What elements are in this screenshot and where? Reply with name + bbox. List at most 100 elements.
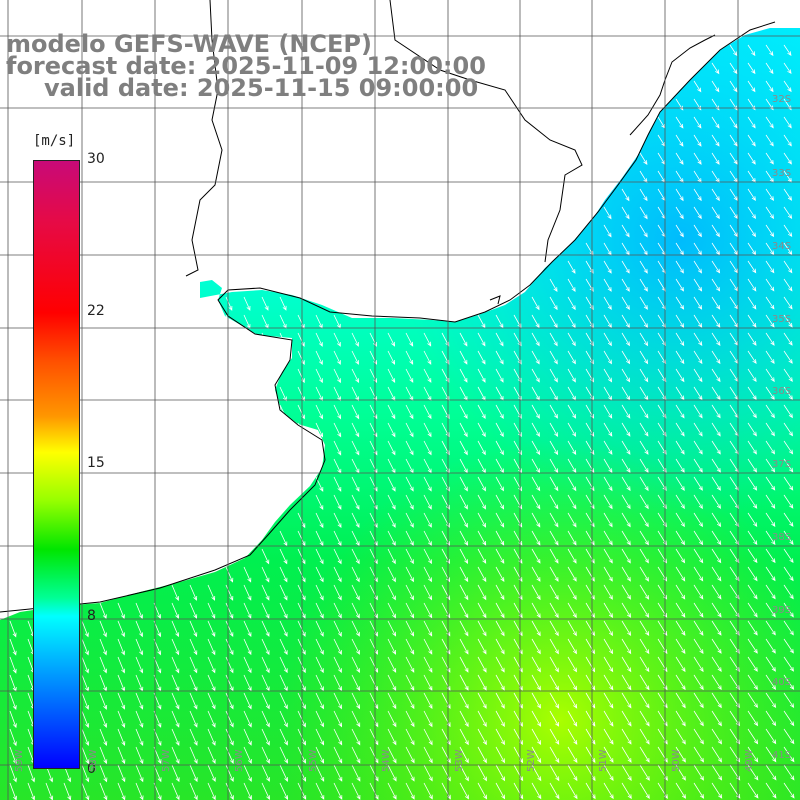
wind-arrow bbox=[225, 566, 234, 583]
lon-label: 59W bbox=[14, 749, 25, 772]
wind-arrow bbox=[81, 764, 90, 783]
wind-arrow bbox=[675, 512, 685, 528]
wind-arrow bbox=[693, 746, 705, 763]
wind-arrow bbox=[747, 422, 757, 437]
wind-arrow bbox=[333, 692, 342, 710]
wind-arrow bbox=[279, 728, 288, 746]
wind-arrow bbox=[531, 620, 541, 637]
wind-arrow bbox=[621, 782, 632, 800]
wind-arrow bbox=[711, 548, 722, 564]
wind-arrow bbox=[261, 620, 270, 637]
wind-arrow bbox=[531, 602, 541, 619]
wind-arrow bbox=[477, 350, 486, 365]
wind-arrow bbox=[603, 350, 612, 365]
wind-arrow bbox=[495, 764, 506, 782]
wind-arrow bbox=[675, 476, 685, 491]
colorbar-tick-8: 8 bbox=[87, 608, 96, 624]
wind-arrow bbox=[387, 764, 397, 782]
wind-arrow bbox=[765, 332, 775, 346]
wind-arrow bbox=[261, 746, 270, 764]
wind-arrow bbox=[459, 530, 469, 546]
wind-arrow bbox=[243, 638, 252, 656]
wind-arrow bbox=[765, 134, 774, 147]
wind-arrow bbox=[459, 602, 469, 619]
wind-arrow bbox=[639, 440, 649, 455]
wind-arrow bbox=[783, 440, 794, 455]
wind-arrow bbox=[693, 584, 704, 600]
wind-arrow bbox=[297, 584, 306, 601]
wind-arrow bbox=[315, 494, 324, 511]
wind-arrow bbox=[261, 296, 269, 311]
wind-arrow bbox=[333, 620, 342, 637]
wind-arrow bbox=[675, 134, 684, 147]
wind-arrow bbox=[423, 422, 432, 438]
wind-arrow bbox=[531, 692, 541, 709]
wind-arrow bbox=[711, 386, 721, 401]
wind-arrow bbox=[99, 764, 108, 783]
wind-arrow bbox=[783, 278, 793, 292]
wind-arrow bbox=[639, 458, 649, 473]
wind-arrow bbox=[693, 512, 704, 528]
country-border bbox=[185, 0, 716, 305]
wind-arrow bbox=[369, 692, 379, 710]
wind-arrow bbox=[621, 494, 631, 510]
wind-arrow bbox=[549, 350, 558, 365]
wind-arrow bbox=[693, 494, 703, 510]
wind-arrow bbox=[621, 746, 632, 763]
wind-arrow bbox=[675, 422, 685, 437]
wind-arrow bbox=[711, 422, 721, 437]
wind-arrow bbox=[765, 422, 775, 437]
wind-arrow bbox=[711, 224, 720, 238]
wind-arrow bbox=[783, 350, 793, 364]
wind-arrow bbox=[225, 296, 233, 311]
wind-arrow bbox=[747, 674, 758, 690]
wind-arrow bbox=[711, 638, 722, 654]
wind-arrow bbox=[549, 764, 560, 782]
wind-arrow bbox=[747, 260, 757, 274]
wind-arrow bbox=[765, 638, 776, 654]
wind-arrow bbox=[495, 476, 504, 492]
wind-arrow bbox=[81, 728, 90, 747]
wind-arrow bbox=[549, 296, 558, 311]
wind-arrow bbox=[405, 584, 414, 601]
wind-arrow bbox=[81, 620, 89, 638]
wind-arrow bbox=[549, 494, 559, 510]
wind-arrow bbox=[261, 674, 270, 692]
wind-arrow bbox=[513, 512, 523, 528]
wind-arrow bbox=[783, 188, 793, 201]
wind-arrow bbox=[369, 782, 379, 800]
wind-arrow bbox=[477, 368, 486, 383]
wind-arrow bbox=[333, 602, 342, 619]
wind-arrow bbox=[567, 260, 576, 274]
wind-arrow bbox=[675, 656, 686, 673]
wind-arrow bbox=[567, 674, 578, 691]
wind-arrow bbox=[711, 80, 720, 93]
wind-arrow bbox=[675, 638, 686, 654]
wind-arrow bbox=[423, 584, 433, 601]
wind-arrow bbox=[405, 512, 414, 528]
wind-arrow bbox=[405, 782, 415, 800]
wind-arrow bbox=[783, 548, 794, 564]
wind-arrow bbox=[477, 584, 487, 601]
wind-arrow bbox=[351, 656, 360, 674]
wind-arrow bbox=[351, 746, 361, 764]
wind-arrow bbox=[549, 422, 559, 438]
wind-arrow bbox=[603, 638, 614, 655]
wind-arrow bbox=[405, 566, 414, 583]
wind-arrow bbox=[477, 548, 487, 564]
wind-arrow bbox=[549, 512, 559, 528]
wind-arrow bbox=[261, 566, 270, 583]
wind-arrow bbox=[261, 710, 270, 728]
wind-arrow bbox=[621, 692, 632, 709]
wind-arrow bbox=[405, 602, 415, 619]
wind-arrow bbox=[747, 512, 758, 527]
wind-arrow bbox=[693, 350, 703, 365]
wind-arrow bbox=[765, 728, 777, 745]
wind-arrow bbox=[693, 152, 702, 165]
wind-arrow bbox=[117, 602, 125, 620]
wind-arrow bbox=[459, 656, 469, 673]
wind-arrow bbox=[225, 620, 234, 638]
wind-arrow bbox=[603, 746, 614, 763]
wind-arrow bbox=[387, 494, 396, 510]
wind-arrow bbox=[711, 332, 721, 346]
